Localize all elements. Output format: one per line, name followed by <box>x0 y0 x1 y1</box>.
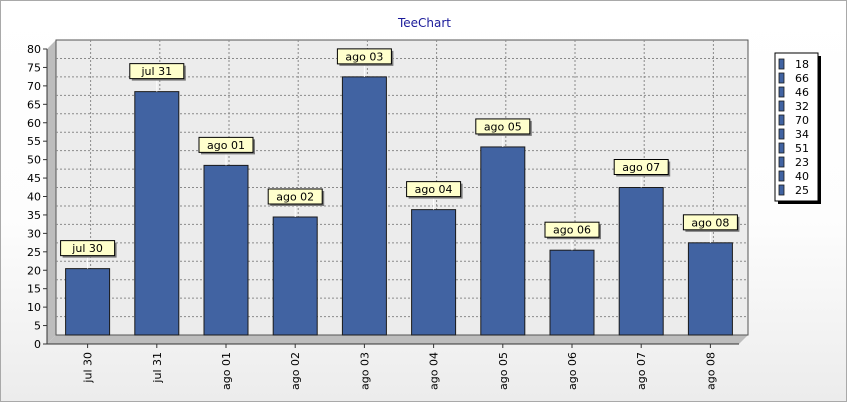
legend-entry: 23 <box>795 156 809 169</box>
legend-swatch <box>778 156 785 168</box>
y-tick-label: 15 <box>27 283 41 296</box>
y-tick-label: 80 <box>27 43 41 56</box>
legend-entry: 66 <box>795 72 809 85</box>
mark-label-box <box>613 159 669 175</box>
bar <box>549 249 595 336</box>
data-label: jul 31 <box>141 65 173 78</box>
mark-label-box <box>129 63 185 80</box>
legend-swatch <box>778 170 785 182</box>
mark-label-box <box>544 221 600 238</box>
legend-swatch <box>778 128 785 140</box>
y-tick-label: 55 <box>27 135 41 148</box>
mark-label-box <box>475 118 531 135</box>
mark-label-box <box>198 136 254 153</box>
y-tick-label: 30 <box>27 227 41 240</box>
legend-swatch <box>778 114 785 126</box>
data-label: ago 03 <box>345 50 383 63</box>
legend-entry: 18 <box>795 58 809 71</box>
y-tick-label: 5 <box>34 320 41 333</box>
floor-wall <box>47 335 748 344</box>
x-tick-label: ago 08 <box>704 352 717 390</box>
x-tick-label: ago 03 <box>358 352 371 390</box>
mark-label-box <box>60 240 116 257</box>
x-tick-label: ago 02 <box>289 352 302 390</box>
legend-swatch <box>778 58 785 70</box>
legend-entry: 70 <box>795 114 809 127</box>
data-label: ago 07 <box>622 161 660 174</box>
x-tick-label: jul 30 <box>82 352 95 384</box>
bar <box>272 216 318 336</box>
data-label: ago 05 <box>484 120 522 133</box>
data-label: jul 30 <box>71 242 103 255</box>
bar <box>618 187 664 336</box>
y-tick-label: 20 <box>27 264 41 277</box>
bar <box>134 91 180 336</box>
mark-label-box <box>682 214 738 231</box>
data-label: ago 01 <box>207 139 245 152</box>
y-tick-label: 60 <box>27 117 41 130</box>
x-tick-label: ago 07 <box>635 352 648 390</box>
y-tick-label: 75 <box>27 61 41 74</box>
y-tick-label: 35 <box>27 209 41 222</box>
legend-entry: 25 <box>795 184 809 197</box>
bar <box>411 209 457 336</box>
legend-entry: 40 <box>795 170 809 183</box>
x-tick-label: jul 31 <box>151 352 164 384</box>
bar <box>203 164 249 336</box>
x-tick-label: ago 05 <box>497 352 510 390</box>
legend-entry: 46 <box>795 86 809 99</box>
chart-title: TeeChart <box>397 16 452 30</box>
data-label: ago 08 <box>691 216 729 229</box>
data-label: ago 06 <box>553 224 591 237</box>
mark-label-box <box>336 48 392 65</box>
y-tick-label: 40 <box>27 191 41 204</box>
y-tick-label: 25 <box>27 246 41 259</box>
y-tick-label: 45 <box>27 172 41 185</box>
y-tick-label: 0 <box>34 338 41 351</box>
x-tick-label: ago 06 <box>566 352 579 390</box>
legend-swatch <box>778 142 785 154</box>
legend-swatch <box>778 100 785 112</box>
x-tick-label: ago 01 <box>220 352 233 390</box>
bar <box>687 242 733 336</box>
y-tick-label: 70 <box>27 80 41 93</box>
mark-label-box <box>267 188 323 205</box>
legend-entry: 32 <box>795 100 809 113</box>
y-tick-label: 10 <box>27 301 41 314</box>
left-wall <box>47 40 56 344</box>
data-label: ago 02 <box>276 191 314 204</box>
mark-label-box <box>406 181 462 198</box>
legend-entry: 51 <box>795 142 809 155</box>
legend-entry: 34 <box>795 128 809 141</box>
legend-swatch <box>778 86 785 98</box>
y-tick-label: 50 <box>27 154 41 167</box>
legend-swatch <box>778 184 785 196</box>
y-tick-label: 65 <box>27 98 41 111</box>
bar <box>65 268 111 336</box>
bar <box>341 76 387 336</box>
data-label: ago 04 <box>415 183 453 196</box>
legend-swatch <box>778 72 785 84</box>
x-tick-label: ago 04 <box>428 352 441 390</box>
bar <box>480 146 526 336</box>
